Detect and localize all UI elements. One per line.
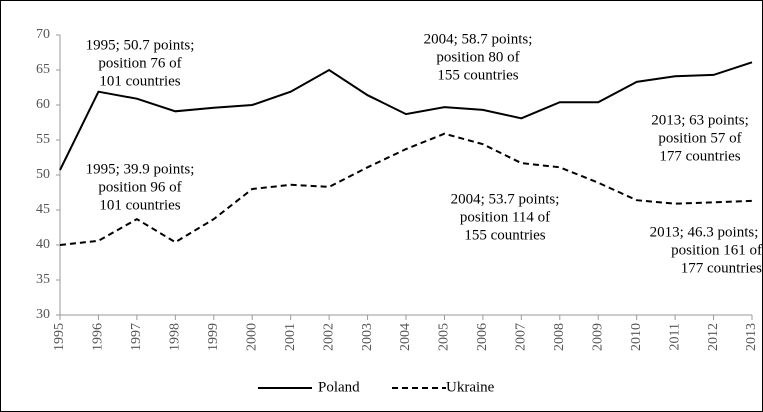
- annotation: 101 countries: [99, 197, 180, 213]
- y-tick-label: 45: [36, 202, 50, 217]
- annotation: 155 countries: [437, 67, 518, 83]
- y-tick-label: 65: [36, 62, 50, 77]
- annotation: 1995; 39.9 points;: [86, 161, 195, 177]
- annotation: 177 countries: [681, 260, 762, 276]
- annotation: position 76 of: [98, 55, 181, 71]
- x-tick-label: 2011: [667, 323, 682, 350]
- annotation: 2004; 58.7 points;: [424, 31, 533, 47]
- annotation: position 114 of: [460, 209, 550, 225]
- annotation: 101 countries: [99, 73, 180, 89]
- x-tick-label: 2006: [475, 323, 490, 351]
- annotation: 2013; 46.3 points;: [650, 224, 759, 240]
- x-tick-label: 1998: [168, 323, 183, 351]
- annotation: 1995; 50.7 points;: [86, 37, 195, 53]
- x-tick-label: 2008: [552, 323, 567, 351]
- x-tick-label: 2001: [283, 323, 298, 351]
- x-tick-label: 1999: [206, 323, 221, 351]
- annotation: position 161 of: [671, 242, 762, 258]
- y-tick-label: 50: [36, 167, 50, 182]
- annotation: position 96 of: [98, 179, 181, 195]
- y-tick-label: 55: [36, 132, 50, 147]
- series-line: [59, 61, 753, 171]
- legend-label: Ukraine: [446, 379, 495, 395]
- x-tick-label: 1997: [129, 323, 144, 351]
- x-tick-label: 2003: [360, 323, 375, 351]
- x-tick-label: 1995: [52, 323, 67, 351]
- y-tick-label: 70: [36, 27, 50, 42]
- legend-label: Poland: [318, 379, 360, 395]
- x-tick-label: 2012: [706, 323, 721, 351]
- x-tick-label: 2010: [629, 323, 644, 351]
- y-tick-label: 30: [36, 307, 50, 322]
- annotation: 177 countries: [659, 148, 740, 164]
- y-tick-label: 60: [36, 97, 50, 112]
- series-line: [59, 132, 753, 246]
- annotation: position 80 of: [436, 49, 519, 65]
- annotation: 2004; 53.7 points;: [451, 191, 560, 207]
- x-tick-label: 2002: [321, 323, 336, 351]
- annotation: position 57 of: [658, 130, 741, 146]
- x-tick-label: 2013: [744, 323, 759, 351]
- x-tick-label: 2007: [514, 323, 529, 351]
- y-tick-label: 40: [36, 237, 50, 252]
- x-tick-label: 2005: [437, 323, 452, 351]
- x-tick-label: 2004: [398, 323, 413, 351]
- x-tick-label: 1996: [91, 323, 106, 351]
- y-tick-label: 35: [36, 272, 50, 287]
- annotation: 155 countries: [464, 227, 545, 243]
- x-tick-label: 2000: [244, 323, 259, 351]
- x-tick-label: 2009: [590, 323, 605, 351]
- annotation: 2013; 63 points;: [651, 112, 749, 128]
